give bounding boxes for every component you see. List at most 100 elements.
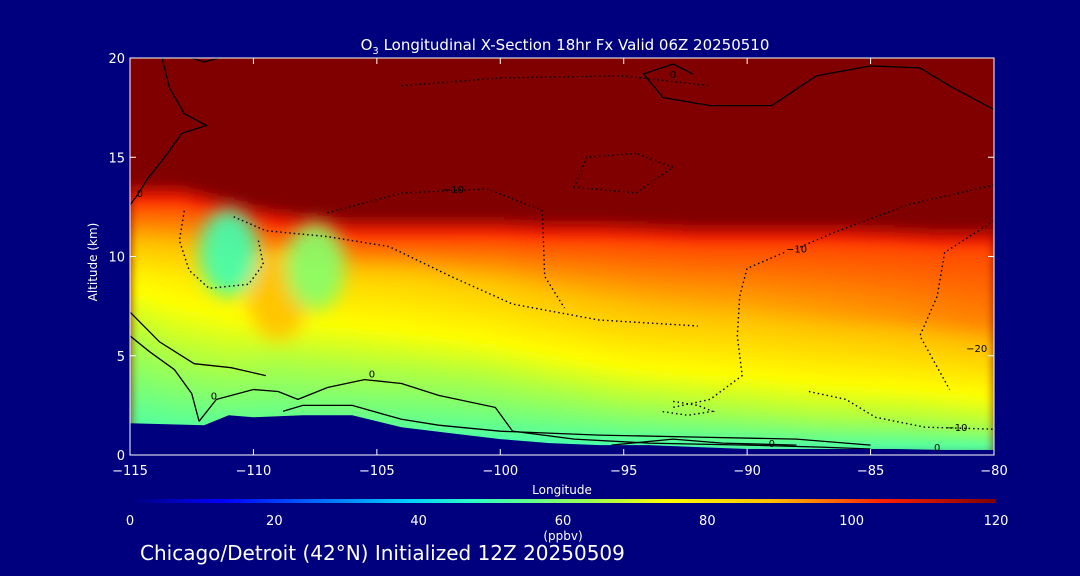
field-cell — [268, 66, 274, 71]
field-cell — [337, 114, 343, 119]
field-cell — [160, 364, 166, 369]
field-cell — [170, 380, 176, 385]
field-cell — [253, 368, 259, 373]
field-cell — [347, 268, 353, 273]
field-cell — [194, 102, 200, 107]
field-cell — [170, 78, 176, 83]
field-cell — [140, 129, 146, 134]
field-cell — [189, 141, 195, 146]
field-cell — [145, 296, 151, 301]
field-cell — [135, 348, 141, 353]
field-cell — [303, 114, 309, 119]
field-cell — [135, 114, 141, 119]
field-cell — [337, 86, 343, 91]
field-cell — [248, 356, 254, 361]
field-cell — [189, 384, 195, 389]
field-cell — [199, 320, 205, 325]
field-cell — [352, 153, 358, 158]
field-cell — [224, 102, 230, 107]
field-cell — [224, 193, 230, 198]
field-cell — [239, 78, 245, 83]
field-cell — [362, 98, 368, 103]
field-cell — [303, 137, 309, 142]
field-cell — [150, 58, 156, 63]
field-cell — [130, 280, 136, 285]
field-cell — [199, 209, 205, 214]
field-cell — [224, 189, 230, 194]
field-cell — [342, 304, 348, 309]
field-cell — [332, 388, 338, 393]
field-cell — [362, 312, 368, 317]
field-cell — [140, 249, 146, 254]
field-cell — [332, 368, 338, 373]
field-cell — [155, 137, 161, 142]
field-cell — [140, 308, 146, 313]
field-cell — [357, 161, 363, 166]
field-cell — [214, 86, 220, 91]
field-cell — [150, 241, 156, 246]
field-cell — [313, 122, 319, 127]
field-cell — [194, 141, 200, 146]
field-cell — [332, 157, 338, 162]
field-cell — [199, 70, 205, 75]
field-cell — [170, 249, 176, 254]
field-cell — [184, 257, 190, 262]
field-cell — [189, 340, 195, 345]
field-cell — [323, 66, 329, 71]
field-cell — [357, 241, 363, 246]
field-cell — [204, 336, 210, 341]
field-cell — [219, 380, 225, 385]
field-cell — [337, 98, 343, 103]
field-cell — [273, 364, 279, 369]
field-cell — [150, 98, 156, 103]
field-cell — [352, 336, 358, 341]
field-cell — [165, 98, 171, 103]
field-cell — [337, 395, 343, 400]
field-cell — [140, 356, 146, 361]
field-cell — [278, 233, 284, 238]
field-cell — [244, 102, 250, 107]
field-cell — [357, 193, 363, 198]
field-cell — [135, 304, 141, 309]
field-cell — [248, 70, 254, 75]
field-cell — [219, 173, 225, 178]
field-cell — [308, 129, 314, 134]
field-cell — [248, 399, 254, 404]
field-cell — [150, 288, 156, 293]
field-cell — [130, 257, 136, 262]
field-cell — [214, 348, 220, 353]
field-cell — [229, 380, 235, 385]
field-cell — [244, 122, 250, 127]
field-cell — [327, 141, 333, 146]
field-cell — [318, 185, 324, 190]
field-cell — [145, 356, 151, 361]
field-cell — [337, 376, 343, 381]
field-cell — [184, 253, 190, 258]
field-cell — [174, 70, 180, 75]
field-cell — [273, 165, 279, 170]
field-cell — [273, 110, 279, 115]
field-cell — [283, 372, 289, 377]
field-cell — [347, 356, 353, 361]
field-cell — [268, 360, 274, 365]
field-cell — [155, 98, 161, 103]
field-cell — [189, 66, 195, 71]
field-cell — [263, 201, 269, 206]
field-cell — [214, 62, 220, 67]
field-cell — [150, 129, 156, 134]
field-cell — [189, 364, 195, 369]
field-cell — [273, 344, 279, 349]
field-cell — [323, 125, 329, 130]
field-cell — [224, 125, 230, 130]
field-cell — [130, 161, 136, 166]
field-cell — [194, 193, 200, 198]
field-cell — [234, 380, 240, 385]
field-cell — [174, 403, 180, 408]
field-cell — [184, 292, 190, 297]
field-cell — [253, 173, 259, 178]
field-cell — [253, 98, 259, 103]
field-cell — [189, 249, 195, 254]
field-cell — [337, 153, 343, 158]
field-cell — [130, 149, 136, 154]
field-cell — [155, 149, 161, 154]
